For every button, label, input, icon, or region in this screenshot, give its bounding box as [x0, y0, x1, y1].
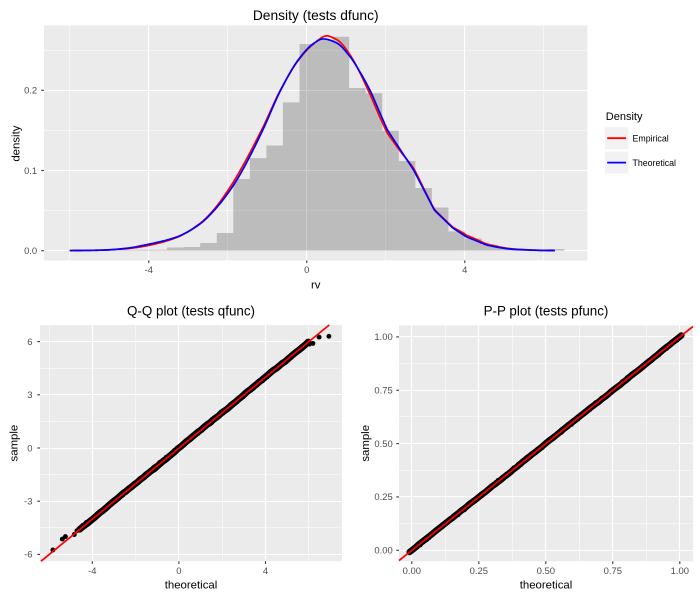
svg-text:0: 0: [27, 443, 32, 454]
svg-text:Empirical: Empirical: [633, 133, 669, 143]
svg-text:-4: -4: [88, 566, 96, 577]
svg-text:sample: sample: [360, 425, 372, 462]
svg-text:0.00: 0.00: [403, 566, 421, 577]
svg-text:6: 6: [27, 337, 32, 348]
svg-text:sample: sample: [9, 425, 21, 462]
svg-text:4: 4: [263, 566, 268, 577]
svg-text:Density (tests dfunc): Density (tests dfunc): [253, 8, 379, 23]
svg-text:Q-Q plot (tests qfunc): Q-Q plot (tests qfunc): [127, 303, 255, 318]
svg-text:0: 0: [176, 566, 181, 577]
svg-text:0.75: 0.75: [604, 566, 622, 577]
svg-text:Density: Density: [606, 111, 643, 123]
svg-text:1.00: 1.00: [374, 332, 392, 343]
svg-text:0.75: 0.75: [374, 386, 392, 397]
svg-text:theoretical: theoretical: [165, 579, 218, 591]
svg-text:3: 3: [27, 390, 32, 401]
svg-text:0.00: 0.00: [374, 546, 392, 557]
svg-text:0.0: 0.0: [24, 246, 37, 257]
svg-text:0.1: 0.1: [24, 166, 37, 177]
svg-text:0.25: 0.25: [470, 566, 488, 577]
svg-text:theoretical: theoretical: [520, 579, 573, 591]
svg-text:Theoretical: Theoretical: [633, 158, 677, 168]
svg-text:-3: -3: [24, 497, 32, 508]
svg-text:0.50: 0.50: [374, 439, 392, 450]
svg-text:0.50: 0.50: [537, 566, 555, 577]
svg-text:density: density: [10, 125, 22, 161]
svg-text:0: 0: [304, 265, 309, 276]
svg-text:0.25: 0.25: [374, 492, 392, 503]
svg-text:1.00: 1.00: [671, 566, 689, 577]
svg-text:P-P plot (tests pfunc): P-P plot (tests pfunc): [484, 303, 609, 318]
svg-text:-4: -4: [145, 265, 153, 276]
svg-text:0.2: 0.2: [24, 86, 37, 97]
svg-text:rv: rv: [311, 280, 321, 292]
svg-text:-6: -6: [24, 550, 32, 561]
svg-text:4: 4: [462, 265, 467, 276]
